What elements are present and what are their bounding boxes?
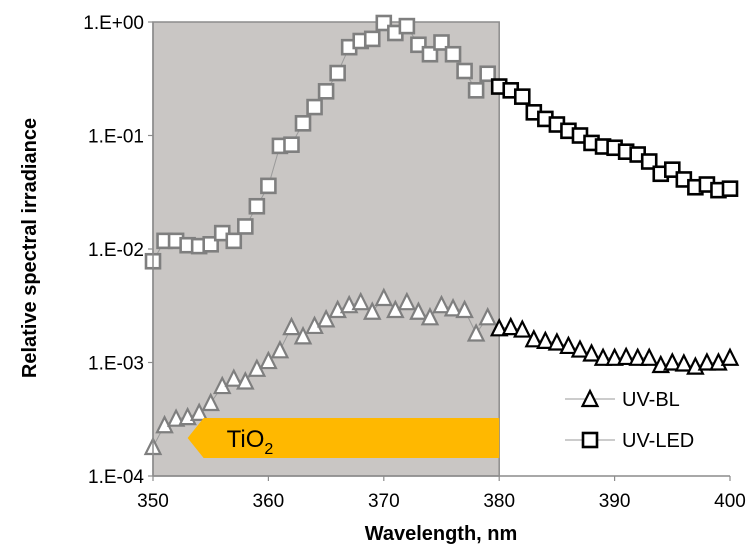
data-point — [720, 347, 740, 366]
data-point — [570, 339, 590, 358]
y-tick-label: 1.E-03 — [88, 354, 144, 375]
data-point — [466, 323, 486, 342]
tio2-label-main: TiO — [227, 426, 265, 453]
data-point — [444, 45, 462, 63]
data-point — [536, 330, 555, 349]
data-point — [409, 301, 428, 320]
legend-label: UV-LED — [622, 430, 694, 452]
series-layer — [143, 14, 740, 456]
data-point — [455, 299, 474, 319]
data-point — [443, 297, 463, 317]
data-point — [237, 218, 254, 235]
legend-label: UV-BL — [622, 389, 680, 411]
data-point — [328, 299, 347, 319]
data-point — [283, 136, 300, 153]
data-point — [628, 347, 647, 366]
legend-square-marker — [581, 431, 599, 449]
data-point — [398, 17, 416, 35]
data-point — [513, 319, 532, 338]
data-point — [479, 65, 496, 83]
tio2-arrow-annotation: TiO2 — [187, 418, 500, 458]
data-point — [674, 353, 694, 372]
data-point — [201, 392, 220, 412]
data-point — [189, 402, 209, 421]
series-uv-led — [144, 14, 739, 270]
y-axis-title: Relative spectral irradiance — [19, 118, 41, 378]
data-point — [224, 368, 244, 387]
data-point — [293, 325, 313, 345]
tio2-arrow — [187, 418, 500, 458]
data-point — [639, 347, 659, 366]
x-tick-label: 370 — [368, 491, 400, 512]
data-point — [351, 291, 370, 311]
x-tick-label: 400 — [714, 491, 746, 512]
data-point — [697, 352, 717, 371]
data-point — [605, 347, 624, 366]
data-point — [582, 343, 601, 362]
legend: UV-BL UV-LED — [565, 388, 694, 452]
data-point — [270, 339, 290, 359]
data-point — [282, 316, 301, 336]
x-tick-label: 380 — [483, 491, 515, 512]
legend-item-uv-led: UV-LED — [565, 430, 694, 452]
tick-labels: 350 360 370 380 390 400 1.E-04 1.E-03 1.E-02 1.E-… — [83, 13, 746, 512]
data-point — [547, 332, 567, 351]
data-point — [306, 98, 323, 116]
data-point — [432, 294, 451, 314]
data-point — [593, 347, 613, 366]
data-point — [260, 177, 277, 195]
x-axis-title: Wavelength, nm — [365, 523, 518, 545]
data-point — [236, 371, 255, 390]
data-point — [363, 30, 381, 48]
data-point — [513, 88, 531, 105]
x-tick-label: 350 — [137, 491, 169, 512]
data-point — [721, 180, 739, 197]
y-tick-label: 1.E-01 — [88, 127, 144, 148]
legend-triangle-marker — [580, 388, 600, 408]
y-tick-label: 1.E+00 — [83, 13, 144, 34]
tio2-label: TiO2 — [227, 426, 274, 458]
data-point — [489, 317, 509, 337]
tio2-label-subscript: 2 — [264, 441, 273, 458]
data-point — [225, 232, 243, 250]
data-point — [456, 62, 473, 80]
x-tick-label: 390 — [599, 491, 631, 512]
data-point — [663, 352, 682, 371]
data-point — [362, 301, 382, 320]
data-point — [294, 115, 312, 132]
data-point — [467, 82, 485, 99]
legend-item-uv-bl: UV-BL — [565, 388, 680, 411]
data-point — [329, 64, 346, 82]
data-point — [478, 306, 497, 326]
data-point — [166, 408, 186, 427]
data-point — [374, 287, 394, 307]
data-point — [559, 335, 578, 355]
data-point — [501, 316, 521, 336]
x-tick-label: 360 — [253, 491, 285, 512]
series-uv-bl — [143, 287, 740, 456]
data-point — [248, 197, 266, 215]
data-point — [640, 153, 658, 170]
data-point — [259, 350, 278, 370]
data-point — [524, 328, 544, 348]
y-tick-label: 1.E-02 — [88, 240, 144, 261]
data-point — [420, 306, 440, 326]
y-tick-label: 1.E-04 — [88, 467, 144, 488]
data-point — [316, 308, 336, 328]
data-point — [397, 291, 417, 311]
data-point — [616, 346, 636, 366]
data-point — [317, 83, 335, 100]
